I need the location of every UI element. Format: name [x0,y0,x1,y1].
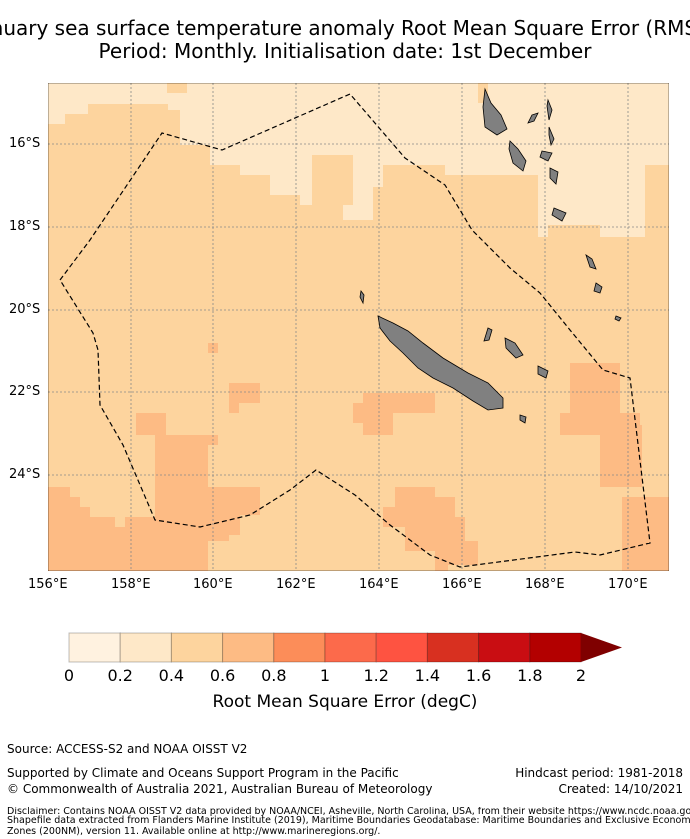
copyright-text: © Commonwealth of Australia 2021, Austra… [7,782,433,796]
colorbar-tick: 1.4 [414,666,441,685]
disclaimer-line: Zones (200NM), version 11. Available onl… [7,826,381,836]
title-line-2: Period: Monthly. Initialisation date: 1s… [98,39,592,63]
colorbar-tick: 0.8 [261,666,287,685]
hindcast-text: Hindcast period: 1981-2018 [515,766,683,780]
colorbar-extend-arrow [581,633,622,662]
colorbar-bin [529,632,582,663]
x-tick: 156°E [28,577,68,592]
y-tick: 16°S [9,136,41,151]
colorbar-bin [375,632,428,663]
y-tick: 18°S [9,219,41,234]
x-tick: 170°E [608,577,648,592]
y-tick: 22°S [9,384,41,399]
colorbar-tick: 0 [63,666,75,685]
colorbar [68,632,622,663]
colorbar-tick: 1.6 [465,666,492,685]
rmse-high-regions [48,343,669,571]
eez-boundary [59,93,651,568]
y-tick: 20°S [9,302,41,317]
colorbar-bin [119,632,172,663]
colorbar-bin [170,632,224,663]
colorbar-bin [478,632,531,663]
colorbar-tick: 0.4 [158,666,185,685]
x-tick: 164°E [359,577,399,592]
disclaimer: Disclaimer: Contains NOAA OISST V2 data … [7,807,690,836]
colorbar-bin [273,632,326,663]
x-tick: 158°E [111,577,151,592]
supported-text: Supported by Climate and Oceans Support … [7,766,399,780]
source-text: Source: ACCESS-S2 and NOAA OISST V2 [7,742,248,756]
x-tick: 162°E [276,577,316,592]
colorbar-tick: 0.2 [107,666,133,685]
x-tick: 166°E [442,577,482,592]
graticule [48,83,669,571]
disclaimer-line: Shapefile data extracted from Flanders M… [7,815,690,826]
colorbar-bin [426,632,480,663]
new-caledonia [377,315,504,411]
x-axis-ticks: 156°E 158°E 160°E 162°E 164°E 166°E 168°… [28,577,688,593]
colorbar-tick: 1 [319,666,331,685]
chart-title: January sea surface temperature anomaly … [0,17,690,63]
x-tick: 160°E [193,577,233,592]
disclaimer-line: Disclaimer: Contains NOAA OISST V2 data … [7,807,690,817]
colorbar-bin [68,632,121,663]
colorbar-bin [222,632,275,663]
x-tick: 168°E [525,577,565,592]
map [48,83,669,571]
islands [359,87,622,424]
colorbar-label: Root Mean Square Error (degC) [212,692,478,712]
colorbar-tick: 1.8 [517,666,543,685]
y-tick: 24°S [9,467,41,482]
colorbar-tick: 1.2 [363,666,389,685]
colorbar-bin [324,632,377,663]
colorbar-tick: 0.6 [209,666,236,685]
colorbar-tick: 2 [575,666,587,685]
rmse-low-region [48,83,669,237]
created-text: Created: 14/10/2021 [558,782,683,796]
title-line-1: January sea surface temperature anomaly … [0,16,690,40]
